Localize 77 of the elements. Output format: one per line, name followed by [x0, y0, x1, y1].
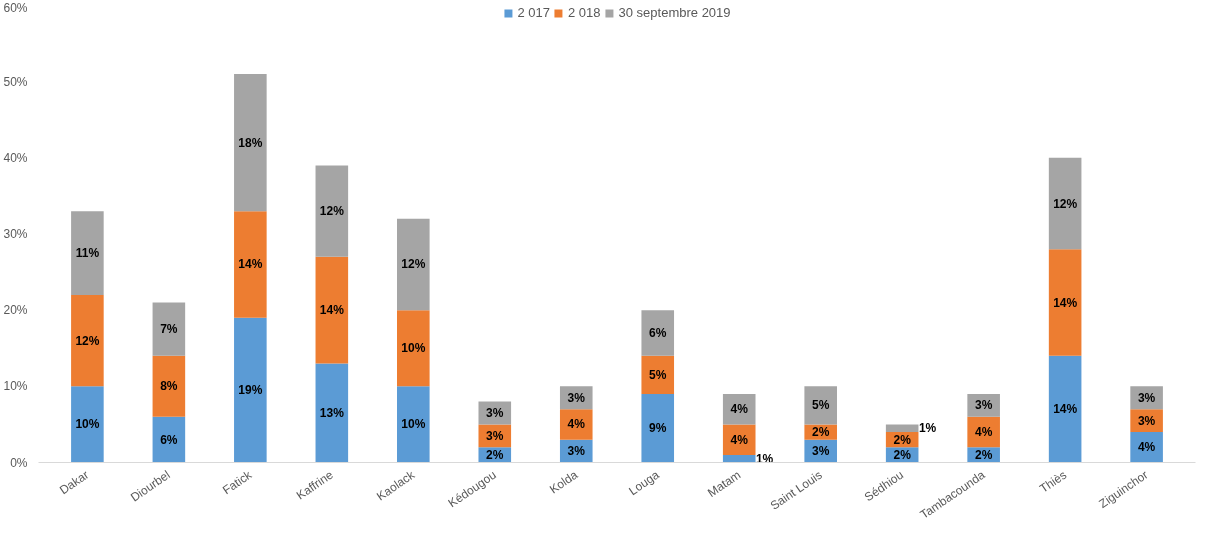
bar: [397, 386, 430, 463]
data-label: 7%: [160, 322, 178, 337]
data-label: 3%: [567, 444, 586, 459]
bar: [71, 211, 104, 295]
bar: [722, 454, 756, 463]
data-label: 9%: [649, 421, 667, 436]
bar: [397, 310, 430, 387]
data-label: 12%: [319, 204, 345, 219]
data-label: 14%: [238, 257, 263, 272]
y-tick-label: 50%: [3, 74, 28, 89]
data-label: 11%: [75, 246, 100, 261]
data-label: 13%: [319, 405, 345, 420]
bar: [722, 424, 756, 455]
data-label: 6%: [160, 432, 178, 447]
bar: [152, 302, 186, 356]
data-label: 3%: [812, 444, 830, 459]
bar: [804, 386, 837, 425]
y-tick-label: 20%: [3, 303, 28, 318]
bar: [71, 386, 104, 463]
data-label: 14%: [1053, 295, 1078, 310]
data-label: 4%: [567, 417, 586, 432]
data-label: 4%: [974, 425, 993, 440]
bar: [234, 74, 267, 212]
bar: [397, 218, 430, 311]
bar: [885, 424, 919, 433]
y-tick-label: 10%: [3, 379, 28, 394]
data-label: 2%: [893, 432, 912, 447]
data-label: 10%: [401, 417, 426, 432]
bar: [1048, 157, 1082, 250]
data-label: 3%: [567, 390, 586, 405]
y-tick-label: 60%: [3, 0, 28, 15]
data-label: 12%: [1053, 196, 1078, 211]
y-tick-label: 40%: [3, 150, 28, 165]
bar: [1048, 355, 1082, 463]
data-label: 10%: [401, 341, 426, 356]
data-label: 5%: [812, 398, 830, 413]
y-tick-label: 30%: [3, 227, 28, 241]
bar: [641, 355, 675, 394]
x-tick-label: Thiès: [1036, 467, 1070, 496]
data-label: 3%: [486, 405, 504, 420]
bar: [315, 165, 349, 257]
data-label: 3%: [974, 398, 993, 413]
data-label: 2%: [893, 447, 912, 462]
legend-label: 30 septembre 2019: [618, 5, 731, 20]
data-label: 18%: [238, 135, 263, 150]
bar: [641, 393, 675, 463]
data-label: 6%: [649, 326, 667, 341]
data-label: 4%: [730, 402, 749, 417]
bar: [1048, 249, 1082, 356]
data-label: 10%: [75, 417, 100, 432]
data-label: 12%: [75, 333, 100, 348]
data-label: 12%: [401, 257, 426, 272]
data-label: 3%: [486, 428, 504, 443]
data-label: 2%: [974, 447, 993, 462]
data-label: 5%: [649, 367, 667, 382]
data-label: 14%: [1053, 402, 1078, 417]
bar: [315, 256, 349, 364]
data-label: 19%: [238, 383, 263, 398]
data-label: 14%: [319, 303, 345, 318]
data-label: 2%: [812, 425, 830, 440]
data-label: 1%: [918, 421, 937, 436]
legend-label: 2 018: [567, 5, 601, 20]
bar: [315, 363, 349, 463]
data-label: 3%: [1137, 390, 1156, 405]
bar: [234, 211, 267, 318]
data-label: 8%: [160, 379, 178, 394]
bar: [559, 409, 593, 440]
bar: [234, 317, 267, 463]
data-label: 2%: [486, 447, 504, 462]
y-tick-label: 0%: [10, 455, 28, 470]
data-label: 4%: [1137, 440, 1156, 455]
bar: [641, 310, 675, 356]
data-label: 3%: [1137, 413, 1156, 428]
data-label: 4%: [730, 432, 749, 447]
legend-label: 2 017: [517, 5, 550, 20]
bar: [152, 355, 186, 417]
bar: [71, 294, 104, 387]
